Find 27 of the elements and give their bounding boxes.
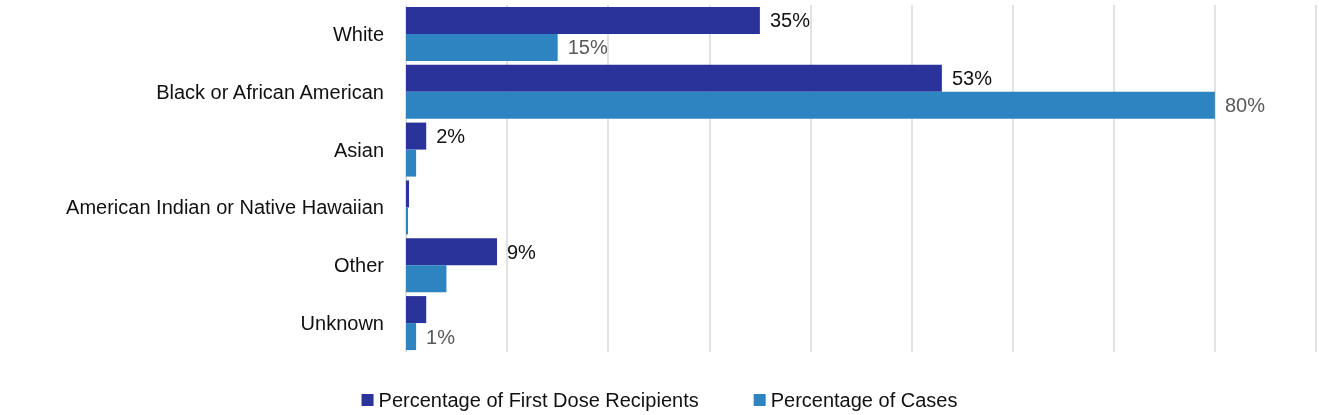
bar xyxy=(406,296,427,324)
bar xyxy=(406,207,409,235)
data-label: 35% xyxy=(769,9,811,32)
legend-label: Percentage of First Dose Recipients xyxy=(378,389,699,411)
data-label: 15% xyxy=(567,36,608,59)
bar xyxy=(406,265,447,293)
bar xyxy=(406,6,760,34)
data-label: 1% xyxy=(426,325,456,348)
y-tick-label: Asian xyxy=(333,138,384,161)
y-tick-label: White xyxy=(332,22,384,45)
y-tick-label: Other xyxy=(333,254,385,277)
bar xyxy=(406,33,558,61)
data-label: 2% xyxy=(436,125,466,148)
bar xyxy=(406,64,942,92)
bar xyxy=(406,180,410,208)
legend-label: Percentage of Cases xyxy=(770,389,958,411)
data-label: 80% xyxy=(1224,94,1266,117)
bar xyxy=(406,91,1215,119)
bar xyxy=(406,122,427,150)
bar xyxy=(406,323,417,351)
y-tick-label: Unknown xyxy=(300,312,384,335)
bar xyxy=(406,149,417,177)
bar xyxy=(406,238,497,266)
data-label: 9% xyxy=(507,240,537,263)
data-label: 53% xyxy=(951,67,993,90)
y-tick-label: American Indian or Native Hawaiian xyxy=(66,196,384,219)
y-tick-label: Black or African American xyxy=(156,80,384,103)
